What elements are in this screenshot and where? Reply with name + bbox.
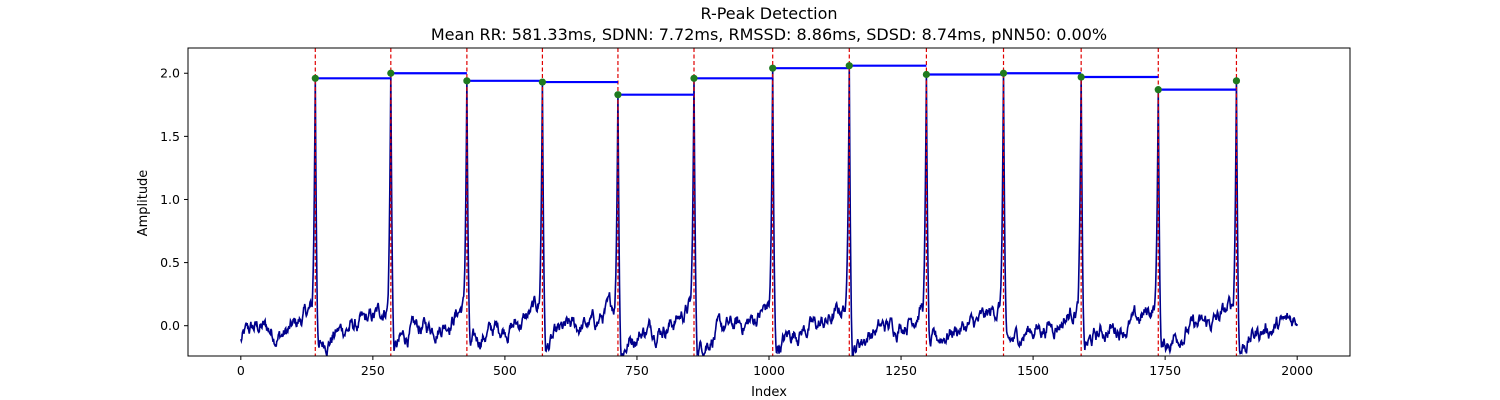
r-peak-point-5 bbox=[614, 91, 622, 99]
x-axis-label: Index bbox=[751, 385, 787, 400]
r-peak-point-1 bbox=[311, 74, 319, 82]
x-tick-label: 2000 bbox=[1281, 363, 1313, 378]
r-peak-point-8 bbox=[845, 62, 853, 70]
r-peak-point-11 bbox=[1077, 73, 1085, 81]
x-axis: 0 250 500 750 1000 1250 1500 1750 2000 bbox=[237, 356, 1313, 378]
ecg-signal-line bbox=[240, 65, 1298, 356]
plot-area bbox=[240, 48, 1298, 356]
y-tick-label: 1.5 bbox=[160, 129, 180, 144]
chart-subtitle: Mean RR: 581.33ms, SDNN: 7.72ms, RMSSD: … bbox=[431, 25, 1107, 44]
axes-frame bbox=[187, 47, 1351, 357]
r-peak-point-7 bbox=[769, 64, 777, 72]
r-peak-point-3 bbox=[463, 77, 471, 85]
r-peak-point-12 bbox=[1154, 86, 1162, 94]
x-tick-label: 1500 bbox=[1017, 363, 1049, 378]
y-tick-label: 2.0 bbox=[160, 66, 180, 81]
y-tick-label: 0.5 bbox=[160, 255, 180, 270]
chart-title: R-Peak Detection bbox=[700, 4, 837, 23]
x-tick-label: 1250 bbox=[885, 363, 917, 378]
x-tick-label: 1000 bbox=[753, 363, 785, 378]
x-tick-label: 250 bbox=[361, 363, 385, 378]
y-axis: 0.0 0.5 1.0 1.5 2.0 bbox=[160, 66, 188, 333]
x-tick-label: 1750 bbox=[1149, 363, 1181, 378]
r-peak-point-2 bbox=[387, 69, 395, 77]
y-tick-label: 1.0 bbox=[160, 192, 180, 207]
r-peak-point-9 bbox=[922, 70, 930, 79]
r-peak-point-4 bbox=[538, 78, 547, 86]
r-peak-point-6 bbox=[690, 74, 698, 82]
r-peak-point-13 bbox=[1232, 77, 1241, 85]
r-peak-point-10 bbox=[999, 69, 1008, 77]
x-tick-label: 500 bbox=[493, 363, 517, 378]
y-axis-label: Amplitude bbox=[136, 170, 151, 237]
x-tick-label: 0 bbox=[237, 363, 245, 378]
x-tick-label: 750 bbox=[625, 363, 649, 378]
y-tick-label: 0.0 bbox=[160, 318, 180, 333]
